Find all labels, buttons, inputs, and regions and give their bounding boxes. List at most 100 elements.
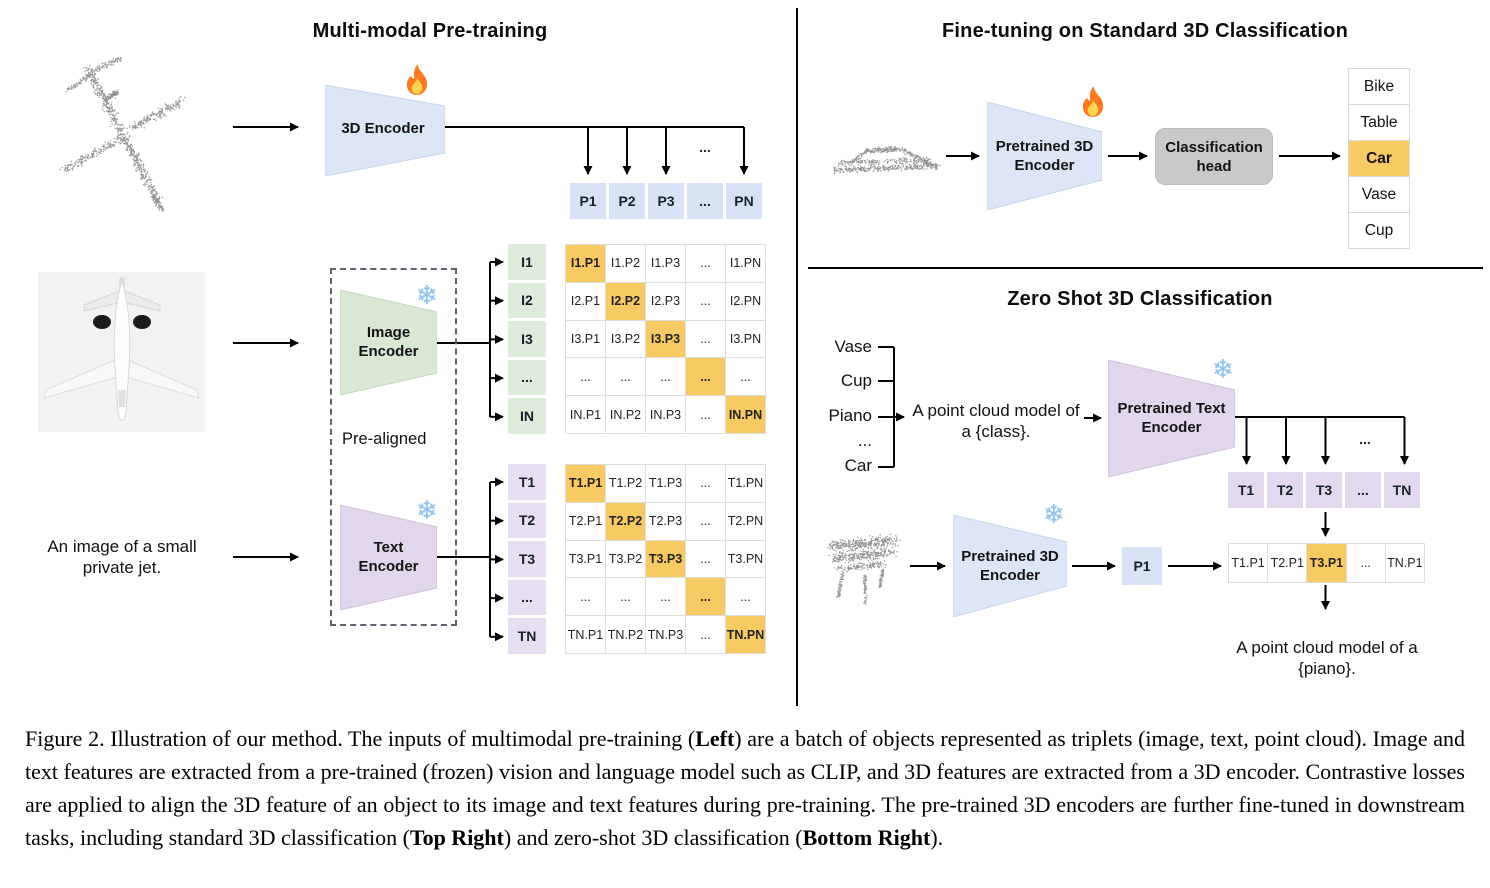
image-text-caption-line2: private jet. [82, 558, 162, 577]
classification-head-label-line1: Classification [1165, 138, 1263, 156]
zeroshot-3d-encoder-label: Pretrained 3D Encoder [955, 547, 1065, 585]
figure-caption: Figure 2. Illustration of our method. Th… [25, 722, 1465, 854]
text-encoder-label-line2: Encoder [358, 558, 419, 575]
text-point-matrix-cell: T3.P1 [566, 540, 605, 578]
similarity-cell: ... [1346, 544, 1385, 582]
text-point-matrix-cell: ... [686, 465, 725, 502]
class-list-item: Car [1349, 141, 1409, 176]
zeroshot-text-encoder-label-line2: Encoder [1141, 419, 1202, 436]
image-point-matrix-cell: I3.P1 [566, 320, 605, 358]
text-point-similarity-matrix: T1.P1 T1.P2 T1.P3... T1.PN T2.P1 T2.P2 T2.P3..… [565, 464, 766, 654]
text-point-matrix-cell: T3.P3 [646, 540, 685, 578]
text-point-matrix-cell: T3.P2 [606, 540, 645, 578]
t-feature-row: T1 T2 T3... TN [1228, 472, 1420, 508]
similarity-cell: T2.P1 [1268, 544, 1307, 582]
caption-segment: Figure 2. Illustration of our method. Th… [25, 726, 696, 751]
text-point-matrix-cell: T1.P2 [606, 465, 645, 502]
image-point-matrix-cell: I2.P3 [646, 282, 685, 320]
fire-icon [404, 64, 430, 101]
t-header-cell: T3 [1306, 472, 1342, 508]
image-text-caption-line1: An image of a small [47, 537, 197, 556]
finetune-encoder-label-line2: Encoder [1014, 157, 1075, 174]
i-label-cell: IN [508, 398, 546, 434]
prompt-line2: a {class}. [961, 422, 1031, 441]
image-point-matrix-cell: I2.P1 [566, 282, 605, 320]
image-point-matrix-cell: ... [566, 358, 605, 396]
image-point-matrix-cell: I2.P2 [606, 282, 645, 320]
image-point-matrix-cell: I2.PN [726, 282, 765, 320]
caption-segment: ) are a batch of objects represented as … [25, 726, 1465, 850]
caption-segment: ) and zero-shot 3D classification ( [503, 825, 803, 850]
candidate-class-label: Vase [834, 337, 873, 356]
i-label-cell: I3 [508, 321, 546, 357]
encoder-3d-trapezoid [325, 85, 445, 176]
zeroshot-text-encoder-label-line1: Pretrained Text [1117, 400, 1226, 417]
text-encoder-trapezoid [340, 505, 437, 610]
svg-text:...: ... [699, 139, 711, 155]
text-point-matrix-cell: T3.PN [726, 540, 765, 578]
image-point-matrix-cell: I1.P3 [646, 245, 685, 282]
image-point-matrix-cell: IN.P1 [566, 396, 605, 433]
finetune-encoder-trapezoid [987, 102, 1102, 210]
airplane-point-cloud [59, 56, 186, 212]
fire-icon [1080, 86, 1106, 123]
prompt-line1: A point cloud model of [912, 401, 1080, 420]
t-label-cell: T3 [508, 541, 546, 577]
image-point-matrix-cell: IN.PN [726, 396, 765, 433]
t-label-cell: TN [508, 618, 546, 654]
image-point-matrix-cell: ... [686, 245, 725, 282]
text-encoder-label: Text Encoder [337, 538, 440, 576]
text-point-matrix-cell: ... [566, 578, 605, 616]
i-label-cell: ... [508, 359, 546, 395]
p-header-cell: ... [687, 183, 723, 219]
p-header-cell: PN [726, 183, 762, 219]
image-point-matrix-cell: I1.PN [726, 245, 765, 282]
zeroshot-title: Zero Shot 3D Classification [1007, 288, 1273, 310]
horizontal-panel-divider [808, 267, 1483, 269]
airplane-photo [38, 272, 205, 432]
image-point-matrix-cell: ... [686, 358, 725, 396]
t-header-cell: TN [1384, 472, 1420, 508]
car-point-cloud [833, 145, 941, 175]
t-header-cell: ... [1345, 472, 1381, 508]
text-point-matrix-cell: ... [686, 540, 725, 578]
image-encoder-label-line1: Image [366, 324, 411, 341]
connector-arrows-layer: ...... [233, 122, 1409, 642]
caption-bold-segment: Left [695, 726, 735, 751]
image-point-matrix-cell: I3.PN [726, 320, 765, 358]
snowflake-icon: ❄ [1212, 354, 1234, 384]
image-point-matrix-cell: ... [686, 396, 725, 433]
image-encoder-trapezoid [340, 290, 437, 395]
zeroshot-3d-encoder-label-line2: Encoder [979, 567, 1040, 584]
zeroshot-3d-encoder-trapezoid [953, 515, 1067, 617]
t-label-cell: T1 [508, 464, 546, 500]
snowflake-icon: ❄ [1043, 499, 1065, 529]
image-point-matrix-cell: I1.P1 [566, 245, 605, 282]
image-encoder-label-line2: Encoder [358, 343, 419, 360]
similarity-cell: TN.P1 [1385, 544, 1424, 582]
text-point-matrix-cell: ... [646, 578, 685, 616]
svg-text:...: ... [1359, 431, 1371, 447]
p-header-cell: P3 [648, 183, 684, 219]
image-point-matrix-cell: IN.P2 [606, 396, 645, 433]
snowflake-icon: ❄ [416, 280, 438, 310]
image-point-matrix-cell: I3.P3 [646, 320, 685, 358]
similarity-cell: T1.P1 [1229, 544, 1268, 582]
candidate-class-label: Cup [840, 371, 872, 390]
text-point-matrix-cell: TN.P1 [566, 616, 605, 653]
text-point-matrix-cell: ... [686, 502, 725, 540]
similarity-cell: T3.P1 [1307, 544, 1346, 582]
finetune-title: Fine-tuning on Standard 3D Classificatio… [941, 20, 1348, 42]
image-text-caption: An image of a small private jet. [28, 536, 216, 578]
classification-head-box: Classification head [1155, 128, 1273, 185]
text-point-matrix-cell: T2.PN [726, 502, 765, 540]
text-point-matrix-cell: T2.P2 [606, 502, 645, 540]
pre-aligned-box [330, 268, 457, 626]
class-list-item: Cup [1349, 213, 1409, 248]
text-point-matrix-cell: ... [726, 578, 765, 616]
text-point-matrix-cell: ... [686, 578, 725, 616]
image-point-matrix-cell: ... [686, 282, 725, 320]
image-point-matrix-cell: ... [646, 358, 685, 396]
text-point-matrix-cell: T2.P3 [646, 502, 685, 540]
